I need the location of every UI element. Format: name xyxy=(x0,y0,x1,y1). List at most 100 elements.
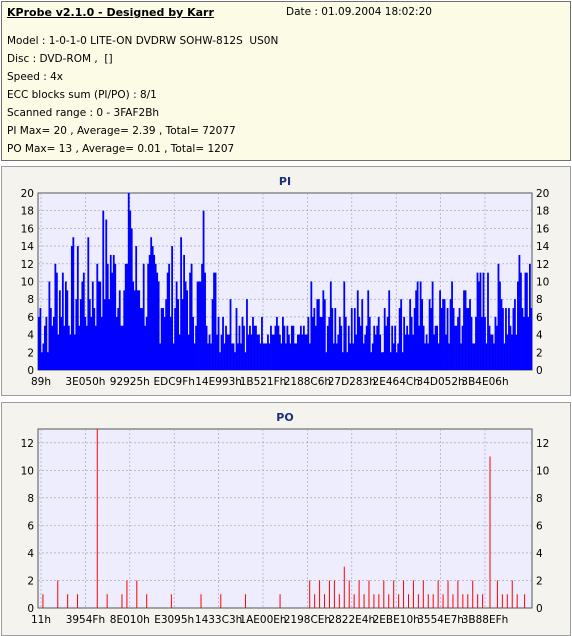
pi-bar xyxy=(517,281,519,370)
pi-bar xyxy=(337,334,340,370)
pi-bar xyxy=(111,272,114,370)
pi-bar xyxy=(368,316,371,370)
pi-bar xyxy=(352,343,355,370)
scan-date: Date : 01.09.2004 18:02:20 xyxy=(286,6,432,18)
pi-bar xyxy=(261,316,263,370)
y-tick-label-right: 2 xyxy=(536,347,543,359)
pi-bar xyxy=(389,352,392,370)
pi-bar xyxy=(508,308,510,370)
y-tick-label-right: 4 xyxy=(536,548,543,560)
pi-bar xyxy=(355,334,358,370)
pi-bar xyxy=(198,281,200,370)
pi-bar xyxy=(475,316,477,370)
y-tick-label: 8 xyxy=(27,493,34,505)
pi-bar xyxy=(136,290,139,370)
pi-bar xyxy=(458,308,461,370)
pi-chart: PI 0 0 2 2 4 4 6 6 8 8 10 10 12 12 14 14 16 16 18 18 20 20 89h 3… xyxy=(21,175,550,388)
pi-bar xyxy=(530,308,533,370)
pi-bar xyxy=(283,325,286,370)
pi-bar xyxy=(180,237,183,370)
pi-bar xyxy=(256,334,259,370)
pi-bar xyxy=(469,299,471,370)
pi-bar xyxy=(39,308,42,370)
pi-bar xyxy=(335,343,338,370)
pi-bar xyxy=(425,334,428,370)
pi-bar xyxy=(409,299,412,370)
pi-bar xyxy=(57,334,60,370)
pi-bar xyxy=(54,263,57,370)
pi-bar xyxy=(165,299,168,370)
pi-bar xyxy=(319,316,322,370)
pi-bar xyxy=(490,334,492,370)
pi-bar xyxy=(162,308,165,370)
pi-bar xyxy=(524,272,527,370)
pi-bar xyxy=(373,325,376,370)
x-tick-label: 2188C6h xyxy=(284,376,331,388)
pi-bar xyxy=(124,263,127,370)
pi-bar xyxy=(84,316,87,370)
pi-bar xyxy=(428,299,431,370)
pi-bar xyxy=(250,334,253,370)
pi-bar xyxy=(457,316,459,370)
x-tick-label: 3954Fh xyxy=(66,614,105,626)
x-tick-label: 3E050h xyxy=(65,376,105,388)
pi-bar xyxy=(520,272,522,370)
pi-bar xyxy=(511,334,513,370)
pi-bar xyxy=(46,352,49,370)
pi-bar xyxy=(108,299,111,370)
pi-bar xyxy=(358,316,361,370)
pi-bar xyxy=(299,325,302,370)
pi-bar xyxy=(398,308,401,370)
pi-bar xyxy=(313,308,316,370)
pi-bar xyxy=(169,316,172,370)
pi-bar xyxy=(177,299,180,370)
x-tick-label: 8E010h xyxy=(110,614,150,626)
pi-bar xyxy=(55,272,58,370)
pi-bar xyxy=(494,316,497,370)
pi-bar xyxy=(310,281,313,370)
pi-bar xyxy=(481,316,483,370)
pi-bar xyxy=(383,308,386,370)
pi-bar xyxy=(328,316,331,370)
pi-bar xyxy=(85,325,88,370)
y-tick-label-right: 6 xyxy=(536,312,543,324)
pi-bar xyxy=(103,299,106,370)
pi-bar xyxy=(259,343,262,370)
pi-bar xyxy=(253,325,256,370)
x-tick-label: 89h xyxy=(31,376,51,388)
pi-bar xyxy=(97,281,100,370)
pi-bar xyxy=(129,210,132,370)
pi-bar xyxy=(151,246,154,370)
pi-bar xyxy=(316,299,319,370)
x-tick-label: 2EBE10h xyxy=(373,614,420,626)
pi-bar xyxy=(276,316,278,370)
pi-bar xyxy=(175,281,178,370)
pi-bar xyxy=(267,334,269,370)
y-tick-label-right: 0 xyxy=(536,365,543,377)
pi-bar xyxy=(500,299,503,370)
pi-bar xyxy=(392,343,395,370)
pi-bar xyxy=(204,272,206,370)
pi-bar xyxy=(193,343,196,370)
pi-bar xyxy=(347,325,350,370)
pi-bar xyxy=(527,316,530,370)
pi-bar xyxy=(460,343,462,370)
pi-bar xyxy=(91,281,94,370)
speed-line: Speed : 4x xyxy=(7,71,64,83)
pi-bar xyxy=(455,325,458,370)
pi-bar xyxy=(73,334,76,370)
pi-bar xyxy=(234,352,236,370)
pi-bar xyxy=(157,281,160,370)
pi-bar xyxy=(133,290,136,370)
pi-bar xyxy=(361,299,364,370)
pi-bar xyxy=(159,343,162,370)
po-chart-panel: PO 0 0 2 2 4 4 6 6 8 8 10 10 12 12 11h 3954Fh 8E010h E3095… xyxy=(1,402,571,636)
pi-bar xyxy=(192,316,194,370)
pi-bar xyxy=(238,325,241,370)
pi-bar xyxy=(386,316,389,370)
pi-bar xyxy=(231,343,233,370)
pi-bar xyxy=(126,263,129,370)
x-tick-label: 34D052h xyxy=(417,376,465,388)
pi-bar xyxy=(349,343,352,370)
x-tick-label: 3B4E06h xyxy=(461,376,508,388)
